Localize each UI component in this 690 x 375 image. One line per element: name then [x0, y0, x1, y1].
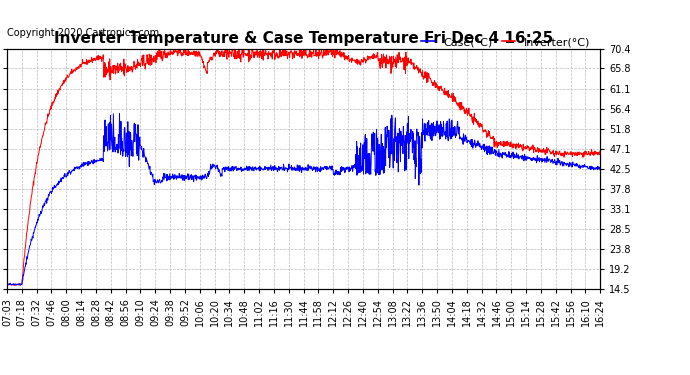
Text: Copyright 2020 Cartronics.com: Copyright 2020 Cartronics.com [7, 28, 159, 38]
Legend: Case(°C), Inverter(°C): Case(°C), Inverter(°C) [417, 33, 595, 52]
Title: Inverter Temperature & Case Temperature Fri Dec 4 16:25: Inverter Temperature & Case Temperature … [54, 31, 553, 46]
